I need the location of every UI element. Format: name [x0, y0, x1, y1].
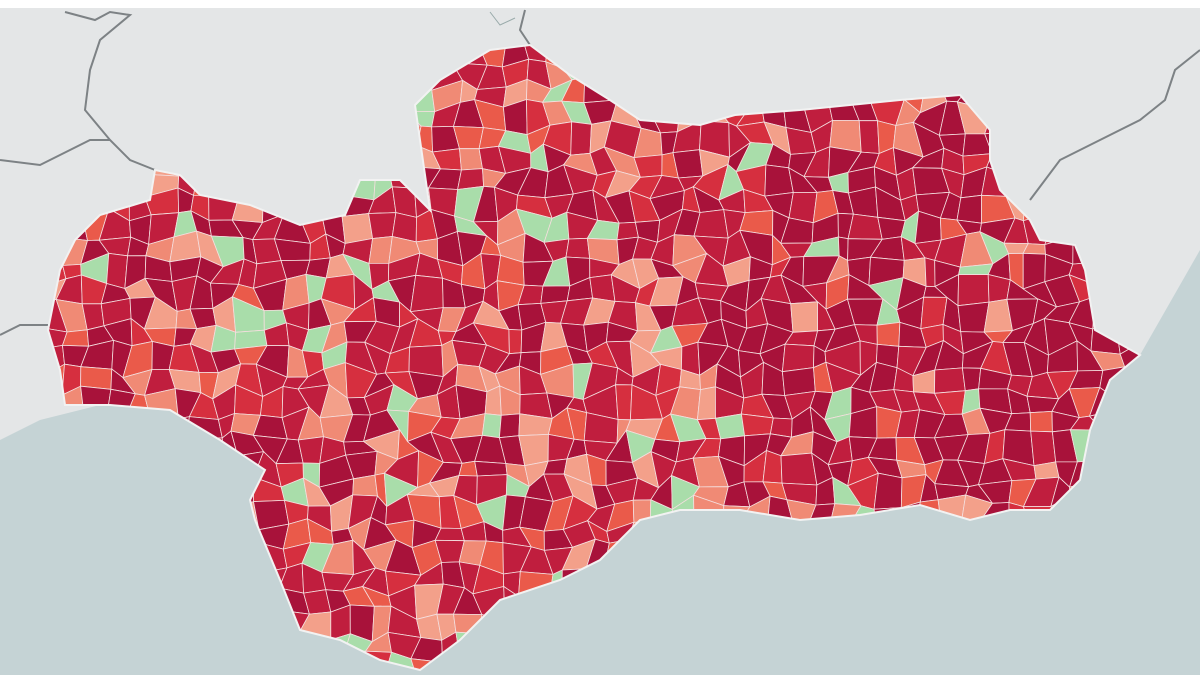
municipality	[858, 120, 880, 154]
municipality	[481, 413, 502, 439]
municipality	[106, 252, 129, 290]
municipality	[408, 344, 444, 378]
municipality	[876, 321, 901, 347]
municipality	[696, 386, 716, 421]
municipality	[961, 367, 982, 392]
border-line	[64, 10, 156, 171]
municipality	[762, 449, 783, 484]
municipality	[80, 366, 113, 390]
municipality	[1030, 430, 1057, 467]
municipality	[459, 148, 483, 171]
borders	[0, 9, 1200, 336]
municipality	[873, 472, 903, 510]
municipality	[672, 149, 704, 179]
municipality	[957, 274, 990, 307]
municipality	[589, 274, 616, 302]
municipality	[297, 436, 324, 464]
municipality	[781, 343, 815, 373]
municipality	[368, 236, 393, 264]
municipality	[410, 274, 444, 313]
municipality	[474, 460, 508, 477]
municipality	[740, 413, 774, 437]
river	[489, 11, 516, 26]
municipality	[790, 301, 819, 333]
municipality	[368, 212, 397, 239]
municipality	[780, 452, 818, 486]
municipality	[352, 474, 378, 497]
municipality	[847, 213, 883, 240]
border-line	[0, 139, 110, 167]
municipality	[788, 191, 818, 224]
sea	[0, 250, 1200, 675]
municipality	[498, 413, 521, 439]
municipality	[956, 194, 982, 224]
municipality	[458, 460, 478, 477]
municipality	[615, 384, 633, 421]
municipality	[957, 301, 990, 333]
municipality	[715, 413, 746, 440]
border-line	[1029, 49, 1200, 201]
municipality	[508, 329, 523, 355]
municipality	[781, 367, 816, 396]
municipality	[934, 367, 966, 394]
municipality	[924, 257, 936, 287]
border-line	[0, 324, 48, 336]
municipality	[570, 121, 592, 156]
municipality	[565, 237, 591, 259]
municipality	[457, 168, 485, 190]
border-line	[518, 9, 531, 46]
municipality	[1029, 410, 1053, 433]
